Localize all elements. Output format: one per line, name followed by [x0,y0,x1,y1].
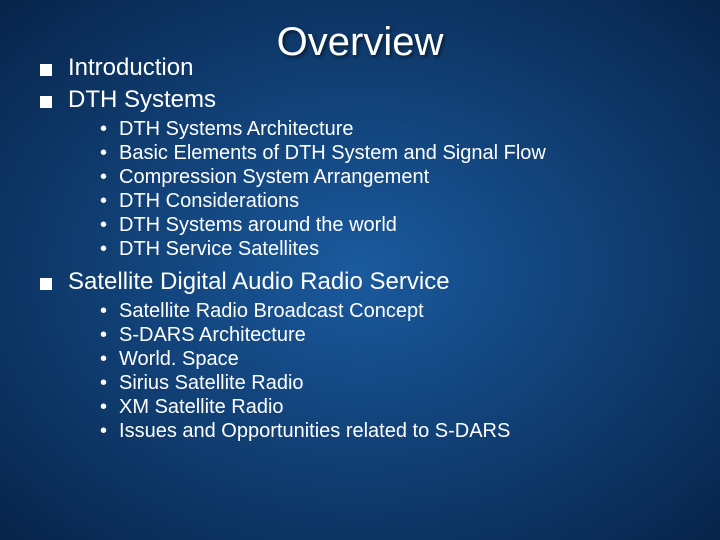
list-item-label: World. Space [119,348,239,371]
dot-bullet-icon: • [100,397,107,417]
list-item: • DTH Systems Architecture [100,118,700,141]
dot-bullet-icon: • [100,119,107,139]
list-item-label: Issues and Opportunities related to S-DA… [119,420,510,443]
list-item-label: XM Satellite Radio [119,396,284,419]
list-item-label: Satellite Digital Audio Radio Service [68,268,450,296]
dot-bullet-icon: • [100,191,107,211]
list-item: • Satellite Radio Broadcast Concept [100,300,700,323]
list-item: • Sirius Satellite Radio [100,372,700,395]
list-item-label: Sirius Satellite Radio [119,372,304,395]
slide-content: Introduction DTH Systems • DTH Systems A… [40,50,700,444]
list-item: • Compression System Arrangement [100,166,700,189]
dot-bullet-icon: • [100,421,107,441]
dot-bullet-icon: • [100,349,107,369]
list-item: • DTH Considerations [100,190,700,213]
list-item: • Basic Elements of DTH System and Signa… [100,142,700,165]
square-bullet-icon [40,96,52,108]
list-item-label: DTH Service Satellites [119,238,319,261]
list-item-label: DTH Systems around the world [119,214,397,237]
list-item-label: DTH Systems Architecture [119,118,354,141]
list-item-label: S-DARS Architecture [119,324,306,347]
list-item: • XM Satellite Radio [100,396,700,419]
list-item-label: Satellite Radio Broadcast Concept [119,300,424,323]
list-item: • S-DARS Architecture [100,324,700,347]
list-item: • DTH Systems around the world [100,214,700,237]
list-item-label: Introduction [68,54,193,82]
dot-bullet-icon: • [100,373,107,393]
dot-bullet-icon: • [100,301,107,321]
list-item: • Issues and Opportunities related to S-… [100,420,700,443]
list-item-label: Compression System Arrangement [119,166,429,189]
list-item: • DTH Service Satellites [100,238,700,261]
list-item: • World. Space [100,348,700,371]
square-bullet-icon [40,64,52,76]
list-item-label: DTH Systems [68,86,216,114]
dot-bullet-icon: • [100,239,107,259]
slide: Overview Introduction DTH Systems • DTH … [0,0,720,540]
dot-bullet-icon: • [100,143,107,163]
list-item-label: DTH Considerations [119,190,299,213]
list-item: Introduction [40,54,700,82]
dot-bullet-icon: • [100,215,107,235]
list-item: Satellite Digital Audio Radio Service [40,268,700,296]
square-bullet-icon [40,278,52,290]
dot-bullet-icon: • [100,325,107,345]
dot-bullet-icon: • [100,167,107,187]
spacer [40,262,700,264]
list-item-label: Basic Elements of DTH System and Signal … [119,142,546,165]
list-item: DTH Systems [40,86,700,114]
